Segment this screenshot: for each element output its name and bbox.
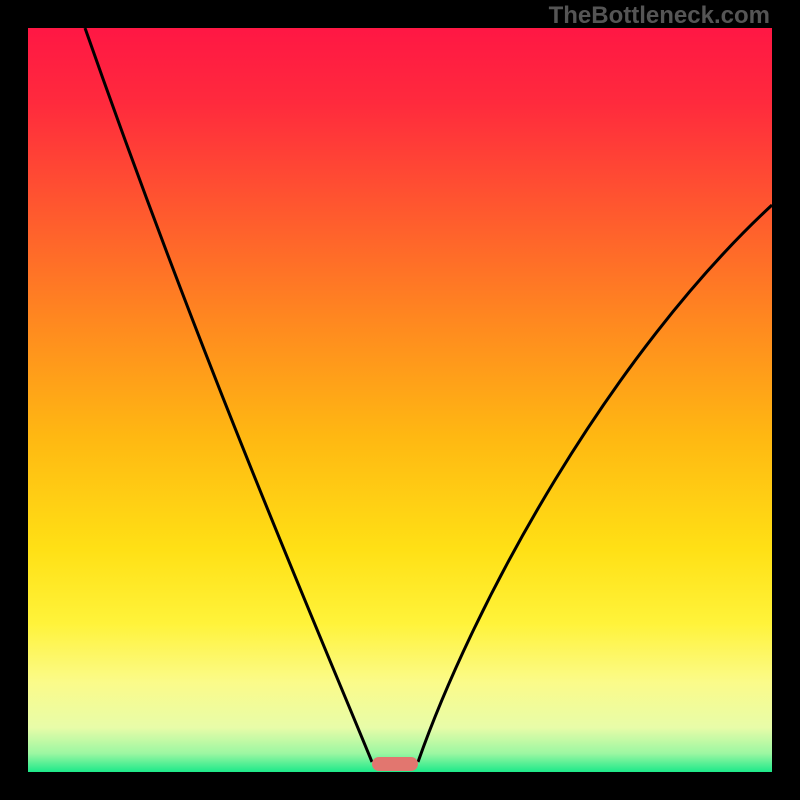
frame-bottom — [0, 772, 800, 800]
watermark-text: TheBottleneck.com — [549, 2, 770, 30]
frame-right — [772, 0, 800, 800]
bottleneck-chart — [0, 0, 800, 800]
gradient-background — [28, 28, 772, 772]
optimal-marker — [372, 757, 418, 771]
frame-left — [0, 0, 28, 800]
